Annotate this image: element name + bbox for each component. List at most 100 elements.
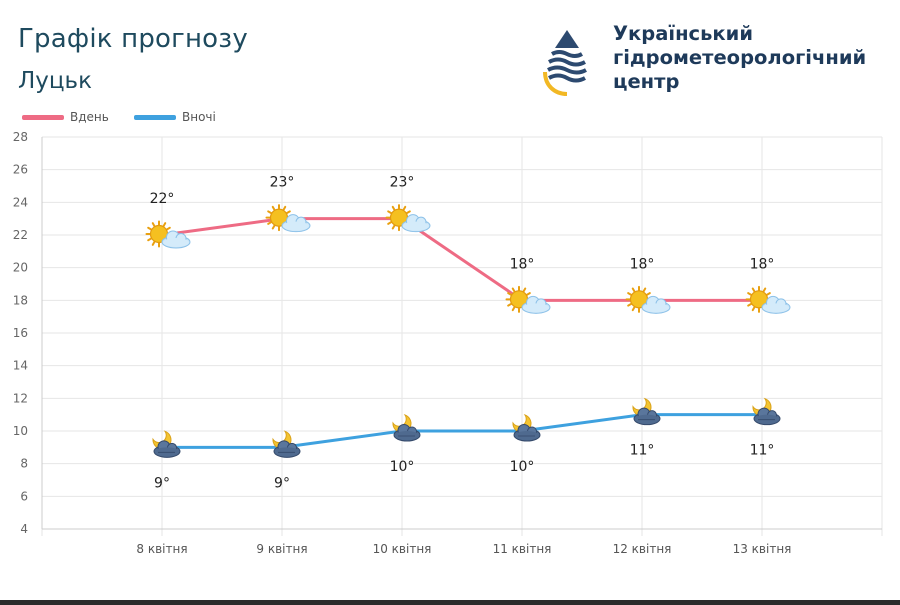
sun-ray [507,302,513,307]
y-tick-label: 8 [20,457,28,471]
x-tick-label: 11 квітня [493,542,552,556]
sun-ray [631,287,636,293]
sun-ray [645,292,651,296]
day-temp-label: 23° [390,175,415,191]
y-tick-label: 12 [13,391,28,405]
sun-ray [402,205,407,211]
sun-cloud-icon [745,285,791,314]
sun-ray [627,292,633,296]
sun-ray [747,302,753,307]
sun-ray [271,205,276,211]
sun-ray [642,287,647,293]
day-temp-label: 18° [510,256,535,272]
sun-ray [511,306,516,312]
org-line-2: гідрометеорологічний [613,46,867,69]
legend-item-day[interactable]: Вдень [22,110,109,124]
cloud-fill [635,414,659,424]
cloud-fill [395,431,419,440]
sun-ray [271,224,276,230]
sun-cloud-icon [505,285,551,314]
cloud-fill [403,221,429,231]
sun-ray [507,292,513,296]
sun-ray [747,292,753,296]
sun-ray [391,205,396,211]
sun-ray [762,287,767,293]
y-tick-label: 14 [13,359,28,373]
sun-ray [282,205,287,211]
cloud-fill [523,303,549,313]
legend-swatch-day [22,114,64,120]
day-temp-label: 18° [750,256,775,272]
cloud-fill [763,303,789,313]
page-title: Графік прогнозу [18,24,248,54]
cloud-fill [643,303,669,313]
moon-cloud-icon [272,430,301,458]
sun-ray [267,210,273,215]
city-name: Луцьк [18,68,93,94]
sun-ray [285,210,291,215]
moon-cloud-icon [632,397,661,426]
sun-ray [147,237,153,242]
cloud-fill [755,414,779,424]
sun-ray [765,292,771,296]
night-temp-label: 9° [154,475,170,491]
sun-ray [751,287,756,293]
legend-swatch-night [134,114,176,120]
sun-ray [627,302,633,307]
sun-ray [511,287,516,293]
night-temp-label: 10° [510,459,535,475]
y-tick-label: 16 [13,326,28,340]
y-tick-label: 18 [13,293,28,307]
night-temp-label: 11° [630,443,655,459]
x-tick-label: 12 квітня [613,542,672,556]
legend-label-night: Вночі [182,110,216,124]
day-series-line [161,217,762,302]
org-line-1: Український [613,22,753,45]
sun-cloud-icon [265,204,311,233]
sun-ray [162,222,167,228]
sun-ray [387,210,393,215]
sun-ray [147,226,153,231]
night-temp-label: 11° [750,443,775,459]
bottom-border [0,600,900,605]
sun-ray [522,287,527,293]
org-line-3: центр [613,70,680,93]
night-temp-label: 10° [390,459,415,475]
y-tick-label: 4 [20,522,28,536]
x-tick-label: 13 квітня [733,542,792,556]
sun-ray [631,306,636,312]
sun-ray [751,306,756,312]
x-tick-label: 8 квітня [136,542,187,556]
sun-ray [525,292,531,296]
sun-ray [151,222,156,228]
y-tick-label: 26 [13,163,28,177]
legend-item-night[interactable]: Вночі [134,110,216,124]
y-tick-label: 28 [13,130,28,144]
sun-ray [267,221,273,225]
sun-ray [391,224,396,230]
day-temp-label: 18° [630,256,655,272]
x-tick-label: 10 квітня [373,542,432,556]
cloud-fill [275,447,299,457]
moon-cloud-icon [752,397,781,426]
moon-cloud-icon [152,430,181,458]
sun-ray [151,240,156,246]
moon-cloud-icon [512,414,541,442]
cloud-fill [283,221,309,231]
x-tick-label: 9 квітня [256,542,307,556]
y-tick-label: 10 [13,424,28,438]
sun-ray [165,226,171,231]
cloud-fill [163,238,189,247]
sun-cloud-icon [145,220,191,249]
y-tick-label: 6 [20,489,28,503]
night-temp-label: 9° [274,475,290,491]
y-tick-label: 20 [13,261,28,275]
organization-name: Український гідрометеорологічний центр [613,22,866,94]
sun-cloud-icon [625,285,671,314]
sun-ray [405,210,411,215]
sun-ray [387,221,393,225]
water-drop-logo-icon [543,28,587,96]
cloud-fill [515,431,539,440]
y-tick-label: 24 [13,195,28,209]
